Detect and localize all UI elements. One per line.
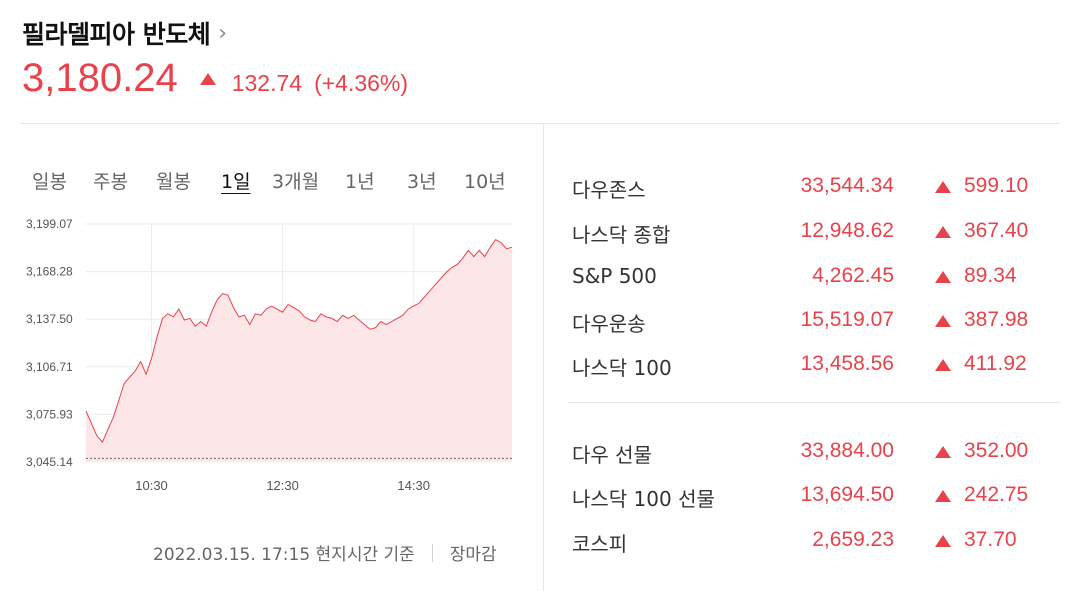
price-row: 3,180.24 132.74 (+4.36%) — [22, 56, 408, 101]
up-arrow-icon — [935, 315, 951, 327]
chart-footer: 2022.03.15. 17:15 현지시간 기준 장마감 — [153, 540, 497, 565]
up-arrow-icon — [935, 446, 951, 458]
index-row-dow-futures[interactable]: 다우 선물 33,884.00 352.00 — [572, 439, 1034, 469]
market-status: 장마감 — [449, 545, 497, 565]
index-name[interactable]: 나스닥 종합 — [572, 223, 671, 247]
current-price: 3,180.24 — [22, 56, 178, 100]
index-change: 352.00 — [964, 439, 1029, 462]
tab-3month[interactable]: 3개월 — [272, 171, 320, 193]
tab-1year[interactable]: 1년 — [345, 171, 375, 193]
index-change: 242.75 — [964, 483, 1029, 506]
index-value: 15,519.07 — [800, 308, 894, 331]
index-row-dow-transport[interactable]: 다우운송 15,519.07 387.98 — [572, 308, 1034, 338]
index-change: 599.10 — [964, 174, 1029, 197]
up-arrow-icon — [935, 359, 951, 371]
index-row-dow-jones[interactable]: 다우존스 33,544.34 599.10 — [572, 174, 1034, 204]
y-tick-label: 3,045.14 — [26, 455, 73, 469]
index-name[interactable]: 나스닥 100 선물 — [572, 487, 715, 511]
up-arrow-icon — [199, 73, 216, 85]
up-arrow-icon — [935, 535, 951, 547]
price-area — [86, 239, 512, 462]
index-name[interactable]: 나스닥 100 — [572, 356, 672, 380]
tab-10year[interactable]: 10년 — [464, 171, 506, 193]
index-change: 387.98 — [964, 308, 1029, 331]
index-value: 4,262.45 — [812, 264, 894, 287]
index-value: 2,659.23 — [812, 528, 894, 551]
up-arrow-icon — [935, 226, 951, 238]
y-tick-label: 3,106.71 — [26, 360, 73, 374]
index-row-nasdaq-composite[interactable]: 나스닥 종합 12,948.62 367.40 — [572, 219, 1034, 249]
index-name[interactable]: S&P 500 — [572, 264, 657, 288]
index-value: 13,458.56 — [800, 352, 894, 375]
index-change: 37.70 — [964, 528, 1017, 551]
x-tick-label: 10:30 — [135, 478, 168, 493]
index-group-divider — [568, 402, 1060, 403]
y-tick-label: 3,137.50 — [26, 312, 73, 326]
y-tick-label: 3,199.07 — [26, 217, 73, 231]
chevron-right-icon[interactable]: › — [218, 20, 228, 46]
period-tabs: 일봉 주봉 월봉 1일 3개월 1년 3년 10년 — [32, 167, 522, 197]
panel-divider — [543, 124, 544, 591]
x-tick-label: 12:30 — [266, 478, 299, 493]
tab-daily-candle[interactable]: 일봉 — [32, 171, 67, 193]
footer-separator — [431, 543, 433, 562]
tab-weekly-candle[interactable]: 주봉 — [93, 171, 128, 193]
y-tick-label: 3,168.28 — [26, 265, 73, 279]
index-change: 411.92 — [964, 352, 1027, 375]
index-name[interactable]: 코스피 — [572, 532, 628, 556]
index-name[interactable]: 다우 선물 — [572, 443, 652, 467]
y-tick-label: 3,075.93 — [26, 407, 73, 421]
intraday-chart[interactable]: 3,199.07 3,168.28 3,137.50 3,106.71 3,075.93… — [20, 215, 520, 500]
index-value: 33,544.34 — [800, 174, 894, 197]
index-change: 367.40 — [964, 219, 1029, 242]
header-divider — [20, 123, 1060, 124]
price-change: 132.74 — [231, 70, 303, 96]
tab-1day[interactable]: 1일 — [221, 171, 251, 193]
x-tick-label: 14:30 — [397, 478, 430, 493]
index-row-nasdaq100[interactable]: 나스닥 100 13,458.56 411.92 — [572, 352, 1034, 382]
index-title[interactable]: 필라델피아 반도체 — [22, 20, 211, 49]
index-name[interactable]: 다우존스 — [572, 178, 646, 202]
index-row-kospi[interactable]: 코스피 2,659.23 37.70 — [572, 528, 1034, 558]
title-row[interactable]: 필라델피아 반도체 › — [22, 14, 408, 52]
index-row-sp500[interactable]: S&P 500 4,262.45 89.34 — [572, 264, 1034, 294]
index-name[interactable]: 다우운송 — [572, 312, 646, 336]
index-header: 필라델피아 반도체 › 3,180.24 132.74 (+4.36%) — [22, 14, 408, 101]
up-arrow-icon — [935, 271, 951, 283]
index-value: 12,948.62 — [800, 219, 894, 242]
index-value: 13,694.50 — [800, 483, 894, 506]
price-line — [85, 238, 513, 444]
index-value: 33,884.00 — [800, 439, 894, 462]
up-arrow-icon — [935, 490, 951, 502]
price-change-rate: (+4.36%) — [314, 70, 409, 96]
tab-3year[interactable]: 3년 — [407, 171, 437, 193]
tab-monthly-candle[interactable]: 월봉 — [156, 171, 191, 193]
index-row-nasdaq100-futures[interactable]: 나스닥 100 선물 13,694.50 242.75 — [572, 483, 1034, 513]
up-arrow-icon — [935, 181, 951, 193]
timestamp: 2022.03.15. 17:15 현지시간 기준 — [153, 545, 415, 565]
index-change: 89.34 — [964, 264, 1017, 287]
